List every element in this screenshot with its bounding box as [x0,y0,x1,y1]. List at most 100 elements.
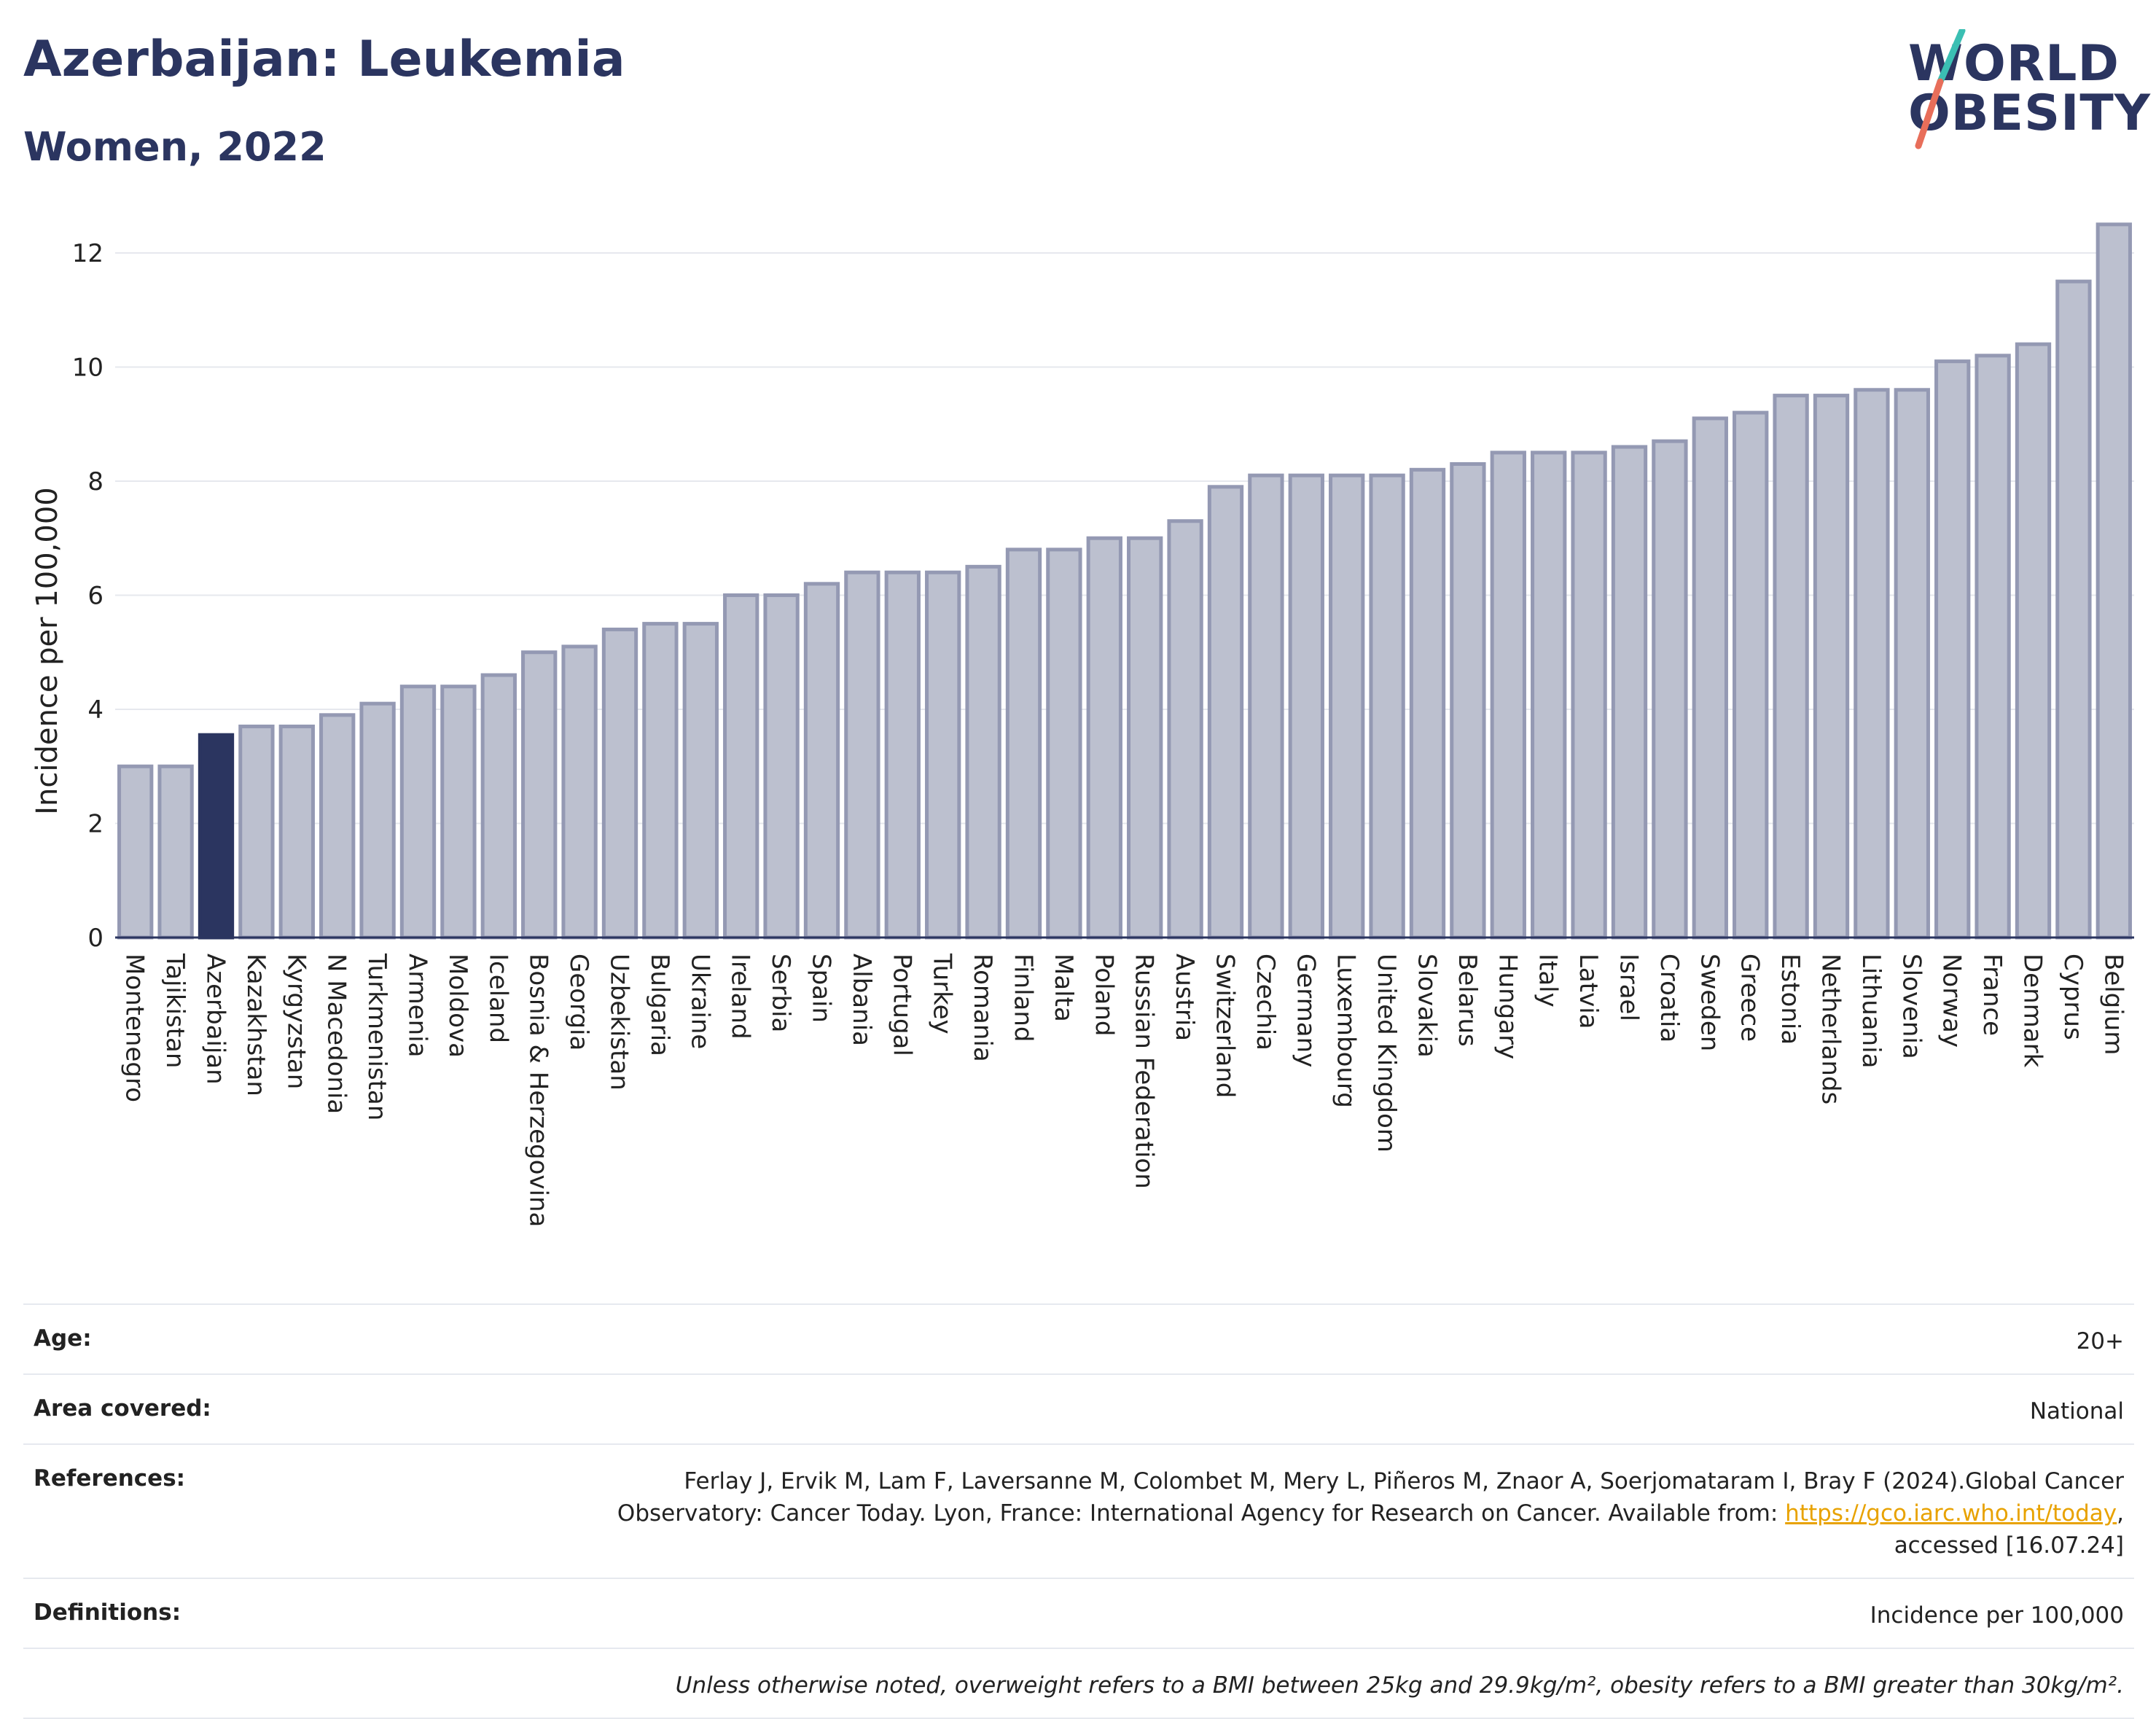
bar-united-kingdom [1369,473,1405,940]
x-tick-label: Montenegro [120,954,149,1102]
bar-hungary [1490,451,1526,940]
bar-bosnia-herzegovina [521,650,558,940]
x-tick-label: Serbia [766,954,795,1032]
bar-chart: 0 2 4 6 8 10 12 Montenegro Tajikistan Azerbaijan… [31,222,2134,1227]
y-axis-label: Incidence per 100,000 [31,487,64,815]
age-label: Age: [34,1325,92,1352]
bar-azerbaijan [198,733,235,940]
x-tick-label: Belarus [1453,954,1482,1047]
bar-spain [803,582,840,940]
x-tick-label: Albania [847,954,876,1046]
y-tick-label: 0 [87,924,103,953]
bar-uzbekistan [601,627,638,940]
x-tick-label: Ireland [726,954,755,1040]
x-tick-label: Poland [1089,954,1118,1037]
references-link[interactable]: https://gco.iarc.who.int/today [1785,1500,2117,1527]
x-tick-label: Israel [1614,954,1644,1021]
x-tick-label: Czechia [1251,954,1280,1050]
bar-georgia [561,644,598,940]
x-tick-label: United Kingdom [1372,954,1401,1153]
meta-row-definitions: Definitions: Incidence per 100,000 [23,1578,2134,1648]
meta-row-area: Area covered: National [23,1373,2134,1443]
references-line-2: Observatory: Cancer Today. Lyon, France:… [315,1497,2124,1529]
x-tick-label: Iceland [483,954,512,1043]
x-tick-label: Greece [1735,954,1765,1042]
bar-belgium [2096,222,2132,940]
bar-kyrgyzstan [278,724,315,940]
logo-word-obesity: OBESITY [1908,85,2151,142]
x-tick-label: Estonia [1776,954,1805,1045]
bar-netherlands [1813,394,1850,940]
bar-israel [1611,445,1648,940]
page-subtitle: Women, 2022 [23,124,327,170]
x-tick-label: N Macedonia [322,954,351,1114]
x-tick-label: Germany [1291,954,1320,1067]
x-tick-label: Bulgaria [645,954,674,1056]
logo-slash-icon [1915,29,1966,149]
bar-greece [1733,410,1769,940]
x-tick-label: Croatia [1655,954,1684,1042]
bar-portugal [884,570,921,940]
x-tick-label: Austria [1170,954,1199,1041]
references-line-3: accessed [16.07.24] [1894,1532,2124,1559]
bar-tajikistan [157,764,194,940]
bar-armenia [399,685,437,940]
bar-ukraine [682,622,719,940]
area-label: Area covered: [34,1395,211,1422]
x-tick-label: Turkmenistan [362,953,391,1120]
bar-bulgaria [642,622,679,940]
x-tick-label: Georgia [564,954,593,1050]
bar-moldova [440,685,477,940]
y-tick-label: 4 [87,695,103,725]
bar-france [1975,354,2011,940]
definitions-value: Incidence per 100,000 [1870,1602,2124,1629]
x-tick-label: Denmark [2018,954,2047,1068]
references-label: References: [34,1465,186,1492]
references-value: Ferlay J, Ervik M, Lam F, Laversanne M, … [23,1445,2134,1578]
x-tick-label: Finland [1009,954,1038,1042]
area-value: National [2029,1398,2124,1424]
x-tick-label: Malta [1049,954,1078,1022]
y-tick-label: 2 [87,809,103,838]
page-title: Azerbaijan: Leukemia [23,31,625,88]
x-tick-label: Lithuania [1856,954,1886,1068]
age-value: 20+ [2076,1328,2124,1354]
bar-czechia [1248,473,1284,940]
bar-iceland [480,673,517,940]
definitions-label: Definitions: [34,1599,181,1626]
bar-luxembourg [1329,473,1365,940]
bar-lithuania [1854,388,1890,940]
x-tick-label: Romania [968,954,997,1062]
x-tick-label: Sweden [1695,954,1724,1051]
x-tick-label: Cyprus [2058,954,2087,1040]
bar-switzerland [1207,485,1244,940]
bar-serbia [763,593,800,940]
bar-n-macedonia [319,713,356,940]
x-axis-ticks: Montenegro Tajikistan Azerbaijan Kazakhstan… [120,953,2128,1227]
x-tick-label: Moldova [443,954,472,1058]
meta-row-references: References: Ferlay J, Ervik M, Lam F, La… [23,1443,2134,1578]
x-tick-label: Luxembourg [1332,954,1361,1108]
x-tick-label: Armenia [403,954,432,1058]
x-tick-label: Turkey [928,953,957,1034]
x-tick-label: Kyrgyzstan [281,954,310,1089]
bar-sweden [1692,416,1728,940]
bar-germany [1288,473,1324,940]
references-line-2-text: Observatory: Cancer Today. Lyon, France:… [617,1500,1778,1527]
meta-row-age: Age: 20+ [23,1303,2134,1373]
x-tick-label: Latvia [1574,954,1603,1029]
x-tick-label: Russian Federation [1130,954,1159,1189]
y-tick-label: 12 [72,239,103,268]
x-tick-label: Netherlands [1816,954,1846,1104]
bar-turkmenistan [359,701,396,940]
x-tick-label: Bosnia & Herzegovina [524,954,553,1227]
x-tick-label: Italy [1534,954,1563,1007]
bar-austria [1167,519,1203,940]
y-tick-label: 8 [87,467,103,496]
bar-russian-federation [1127,536,1163,940]
references-line-1: Ferlay J, Ervik M, Lam F, Laversanne M, … [684,1468,2124,1494]
bar-croatia [1652,439,1688,940]
bar-latvia [1571,451,1607,940]
bar-turkey [925,570,961,940]
x-tick-label: Slovakia [1413,954,1442,1058]
